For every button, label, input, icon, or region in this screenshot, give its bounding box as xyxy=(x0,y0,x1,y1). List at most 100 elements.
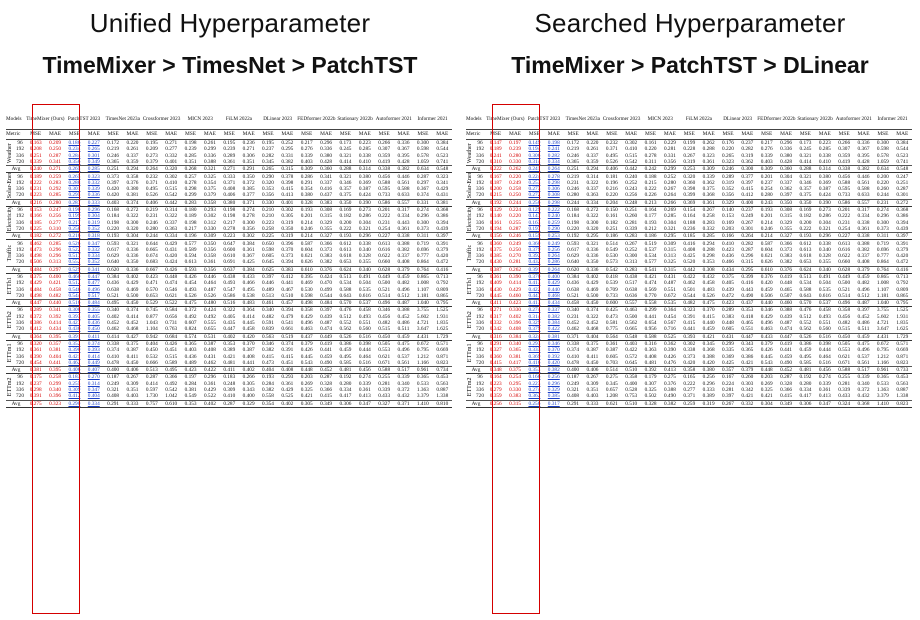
model-name: MICN 2023 xyxy=(647,115,673,122)
metric-value: 0.310 xyxy=(489,158,502,165)
metric-value: 0.319 xyxy=(722,179,734,186)
metric-value: 0.291 xyxy=(103,399,123,408)
metric-value: 0.189 xyxy=(489,146,502,153)
metric-value: 0.429 xyxy=(509,286,521,293)
metric-value: 0.484 xyxy=(29,286,42,293)
metric-value: 0.295 xyxy=(737,265,758,274)
metric-value: 0.353 xyxy=(223,340,236,347)
metric-value: 0.210 xyxy=(262,213,274,220)
metric-value: 0.533 xyxy=(876,380,889,387)
metric-value: 0.366 xyxy=(320,240,333,247)
metric-value: 0.308 xyxy=(780,207,793,214)
metric-value: 0.514 xyxy=(838,292,851,299)
metric-value: 0.439 xyxy=(896,225,909,232)
metric-value: 0.650 xyxy=(262,240,274,247)
metric-value: 0.289 xyxy=(29,307,42,314)
metric-value: 0.334 xyxy=(339,387,352,394)
metric-value: 0.214 xyxy=(757,232,777,241)
metric-value: 0.285 xyxy=(663,213,676,220)
metric-value: 0.395 xyxy=(857,152,870,159)
metric-value: 0.222 xyxy=(486,165,506,174)
metric-value: 0.594 xyxy=(184,253,197,260)
metric-value: 0.223 xyxy=(29,192,42,199)
metric-value: 0.569 xyxy=(644,286,657,293)
metric-value: 0.223 xyxy=(818,140,831,147)
metric-value: 0.451 xyxy=(281,359,294,366)
metric-value: 3.647 xyxy=(876,326,889,333)
metric-value: 0.474 xyxy=(644,280,657,287)
metric-value: 0.360 xyxy=(776,165,796,174)
metric-value: 0.382 xyxy=(320,259,333,266)
metric-value: 0.237 xyxy=(741,207,754,214)
metric-value: 0.421 xyxy=(644,273,657,280)
metric-value: 0.429 xyxy=(436,186,449,193)
metric-value: 0.252 xyxy=(663,173,676,180)
horizon-label: 720 xyxy=(476,158,484,165)
metric-value: 0.355 xyxy=(358,259,371,266)
metric-value: 0.434 xyxy=(49,326,61,333)
metric-value: 0.462 xyxy=(203,359,216,366)
metric-value: 0.166 xyxy=(528,374,541,381)
metric-value: 0.297 xyxy=(45,265,65,274)
metric-value: 0.474 xyxy=(780,326,793,333)
metric-value: 0.578 xyxy=(876,152,889,159)
metric-value: 0.375 xyxy=(586,340,599,347)
metric-value: 0.436 xyxy=(107,280,120,287)
metric-value: 0.324 xyxy=(524,332,545,341)
table-row: 720 0.194 0.287 0.197 0.290 0.220 0.320 0.251 0.… xyxy=(466,226,912,233)
metric-value: 0.379 xyxy=(203,192,216,199)
metric-value: 0.942 xyxy=(142,332,162,341)
metric-value: 0.379 xyxy=(393,265,414,274)
metric-mae: MAE xyxy=(737,129,758,140)
metric-value: 0.595 xyxy=(838,186,851,193)
metric-value: 0.220 xyxy=(722,146,734,153)
metric-value: 0.370 xyxy=(528,273,541,280)
metric-value: 0.379 xyxy=(528,246,541,253)
metric-value: 0.416 xyxy=(683,240,696,247)
horizon-label: 336 xyxy=(16,152,24,159)
metric-value: 0.215 xyxy=(489,192,502,199)
metric-value: 0.362 xyxy=(528,393,541,400)
metric-value: 1.729 xyxy=(892,332,912,341)
metric-value: 0.505 xyxy=(838,340,851,347)
metric-value: 0.193 xyxy=(335,232,356,241)
avg-row: Avg 0.364 0.395 0.391 0.411 0.414 0.427 0.942 0.… xyxy=(6,332,452,341)
metric-value: 0.404 xyxy=(87,393,100,400)
metric-value: 0.334 xyxy=(397,213,410,220)
metric-value: 0.442 xyxy=(679,265,699,274)
metric-mae: MAE xyxy=(45,129,65,140)
table-row: 720 0.342 0.408 0.379 0.422 0.462 0.468 0.775 0.… xyxy=(466,326,912,333)
metric-value: 0.544 xyxy=(896,146,909,153)
metric-value: 0.621 xyxy=(602,399,622,408)
metric-value: 0.332 xyxy=(702,225,715,232)
metric-value: 1.166 xyxy=(416,359,429,366)
metric-value: 1.730 xyxy=(145,393,158,400)
metric-value: 0.481 xyxy=(644,359,657,366)
metric-value: 0.433 xyxy=(838,393,851,400)
metric-value: 0.371 xyxy=(563,332,583,341)
metric-value: 0.294 xyxy=(122,165,143,174)
dataset-name: Weather xyxy=(6,142,13,163)
metric-value: 1.410 xyxy=(413,399,433,408)
metric-value: 0.376 xyxy=(663,380,676,387)
metric-value: 0.374 xyxy=(586,307,599,314)
metric-value: 0.487 xyxy=(663,280,676,287)
metric-value: 0.684 xyxy=(161,332,181,341)
metric-value: 0.361 xyxy=(818,387,831,394)
table-row: Weather 96 0.147 0.197 0.149 0.198 0.172 0.220 0… xyxy=(466,140,912,162)
metric-value: 0.268 xyxy=(180,165,201,174)
metric-value: 0.535 xyxy=(358,286,371,293)
metric-value: 0.541 xyxy=(640,265,661,274)
metric-value: 0.456 xyxy=(838,313,851,320)
metric-value: 0.217 xyxy=(68,219,81,226)
metric-value: 0.228 xyxy=(683,146,696,153)
metric-value: 0.337 xyxy=(857,253,870,260)
metric-value: 0.338 xyxy=(374,165,394,174)
metric-value: 0.459 xyxy=(799,347,812,354)
metric-mae: MAE xyxy=(238,129,259,140)
metric-value: 0.563 xyxy=(258,332,278,341)
dataset-name: Electricity xyxy=(6,207,13,233)
metric-value: 0.338 xyxy=(683,347,696,354)
metric-value: 0.417 xyxy=(799,393,812,400)
metric-value: 0.386 xyxy=(436,213,449,220)
